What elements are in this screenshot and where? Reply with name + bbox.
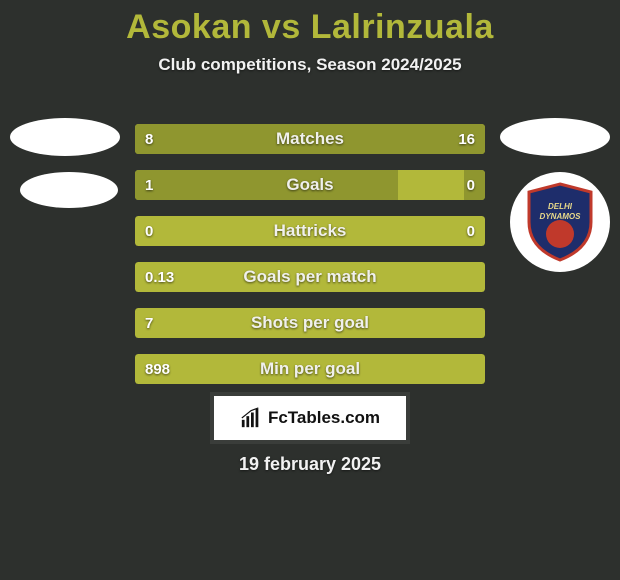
- bar-value-right: 0: [467, 216, 475, 246]
- footer-brand-box: FcTables.com: [210, 392, 410, 444]
- page-subtitle: Club competitions, Season 2024/2025: [0, 55, 620, 75]
- shield-icon: DELHI DYNAMOS: [525, 182, 595, 262]
- bar-label: Shots per goal: [135, 308, 485, 338]
- stat-bars: Matches816Goals10Hattricks00Goals per ma…: [135, 124, 485, 400]
- svg-text:DELHI: DELHI: [548, 202, 573, 211]
- footer-date: 19 february 2025: [0, 454, 620, 475]
- bar-label: Min per goal: [135, 354, 485, 384]
- stat-bar-row: Hattricks0 0: [135, 216, 485, 246]
- team-badge: DELHI DYNAMOS: [525, 182, 595, 262]
- stat-bar-row: Shots per goal7: [135, 308, 485, 338]
- svg-text:DYNAMOS: DYNAMOS: [540, 212, 582, 221]
- bar-value-left: 8: [145, 124, 153, 154]
- bar-value-left: 898: [145, 354, 170, 384]
- bar-value-right: 16: [458, 124, 475, 154]
- bar-value-left: 0.13: [145, 262, 174, 292]
- player-right-avatar-1: [500, 118, 610, 156]
- bar-value-left: 0: [145, 216, 153, 246]
- player-left-avatar-2: [20, 172, 118, 208]
- stat-bar-row: Matches8 16: [135, 124, 485, 154]
- bar-label: Hattricks: [135, 216, 485, 246]
- footer-brand-text: FcTables.com: [268, 408, 380, 428]
- bar-label: Goals per match: [135, 262, 485, 292]
- page-title: Asokan vs Lalrinzuala: [0, 0, 620, 47]
- stat-bar-row: Goals1 0: [135, 170, 485, 200]
- stat-bar-row: Goals per match0.13: [135, 262, 485, 292]
- bar-label: Goals: [135, 170, 485, 200]
- comparison-infographic: Asokan vs Lalrinzuala Club competitions,…: [0, 0, 620, 580]
- bar-value-left: 1: [145, 170, 153, 200]
- player-left-avatar-1: [10, 118, 120, 156]
- bar-label: Matches: [135, 124, 485, 154]
- stat-bar-row: Min per goal898: [135, 354, 485, 384]
- bar-chart-icon: [240, 407, 262, 429]
- bar-value-left: 7: [145, 308, 153, 338]
- bar-value-right: 0: [467, 170, 475, 200]
- player-right-avatar-2: DELHI DYNAMOS: [510, 172, 610, 272]
